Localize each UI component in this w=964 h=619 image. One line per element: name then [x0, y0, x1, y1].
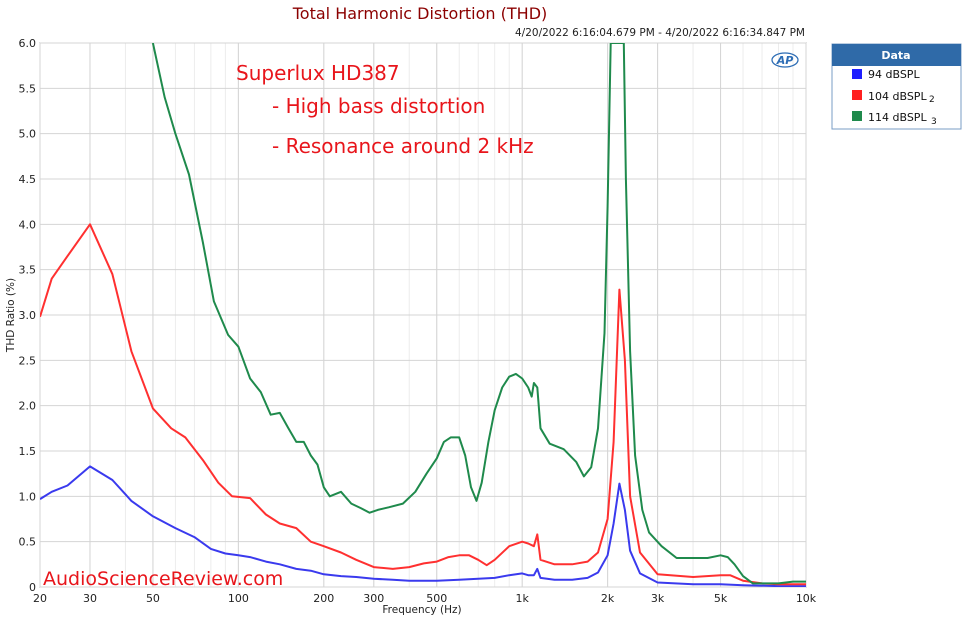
legend-label-1: 94 dBSPL	[868, 68, 920, 81]
x-tick-label: 50	[146, 592, 160, 605]
x-axis-ticks: 20 30 50 100 200 300 500 1k 2k 3k 5k 10k	[33, 592, 817, 605]
annotation-device-name: Superlux HD387	[236, 61, 400, 85]
grid-lines	[39, 42, 807, 588]
series-line-1	[40, 465, 806, 587]
annotation-resonance: - Resonance around 2 kHz	[272, 134, 534, 158]
legend-sub-3: 3	[931, 117, 937, 127]
legend: Data 94 dBSPL 104 dBSPL 2 114 dBSPL 3	[831, 43, 962, 130]
y-axis-ticks: 0 0.5 1.0 1.5 2.0 2.5 3.0 3.5 4.0 4.5 5.0 5.5 6.0	[19, 37, 37, 594]
annotation-bass-distortion: - High bass distortion	[272, 94, 485, 118]
legend-swatch-1	[852, 69, 862, 79]
x-tick-label: 5k	[714, 592, 728, 605]
y-tick-label: 1.0	[19, 490, 37, 503]
legend-swatch-3	[852, 111, 862, 121]
y-tick-label: 0	[29, 581, 36, 594]
x-tick-label: 500	[426, 592, 447, 605]
y-tick-label: 2.0	[19, 400, 37, 413]
legend-swatch-2	[852, 90, 862, 100]
x-tick-label: 10k	[796, 592, 817, 605]
legend-sub-2: 2	[929, 95, 935, 105]
legend-label-2: 104 dBSPL	[868, 90, 927, 103]
x-tick-label: 100	[228, 592, 249, 605]
y-tick-label: 3.5	[19, 264, 37, 277]
x-tick-label: 1k	[516, 592, 530, 605]
legend-header	[832, 44, 961, 66]
y-tick-label: 5.5	[19, 82, 37, 95]
series-lines	[40, 43, 806, 587]
x-tick-label: 300	[363, 592, 384, 605]
y-tick-label: 0.5	[19, 536, 37, 549]
series-line-3	[151, 43, 806, 585]
y-tick-label: 6.0	[19, 37, 37, 50]
x-tick-label: 200	[313, 592, 334, 605]
x-tick-label: 2k	[601, 592, 615, 605]
x-tick-label: 3k	[651, 592, 665, 605]
y-axis-label: THD Ratio (%)	[5, 278, 17, 353]
y-tick-label: 1.5	[19, 445, 37, 458]
x-axis-label: Frequency (Hz)	[382, 604, 461, 616]
y-tick-label: 3.0	[19, 309, 37, 322]
measurement-timestamp: 4/20/2022 6:16:04.679 PM - 4/20/2022 6:1…	[515, 27, 805, 39]
legend-label-3: 114 dBSPL	[868, 111, 927, 124]
legend-title: Data	[881, 49, 910, 62]
series-line-2	[40, 223, 806, 586]
x-tick-label: 20	[33, 592, 47, 605]
y-tick-label: 5.0	[19, 128, 37, 141]
watermark: AudioScienceReview.com	[43, 568, 283, 590]
y-tick-label: 4.5	[19, 173, 37, 186]
x-tick-label: 30	[83, 592, 97, 605]
svg-text:AP: AP	[776, 54, 794, 67]
y-tick-label: 4.0	[19, 218, 37, 231]
ap-logo-icon: AP	[771, 52, 799, 68]
y-tick-label: 2.5	[19, 354, 37, 367]
chart-title: Total Harmonic Distortion (THD)	[292, 4, 548, 23]
